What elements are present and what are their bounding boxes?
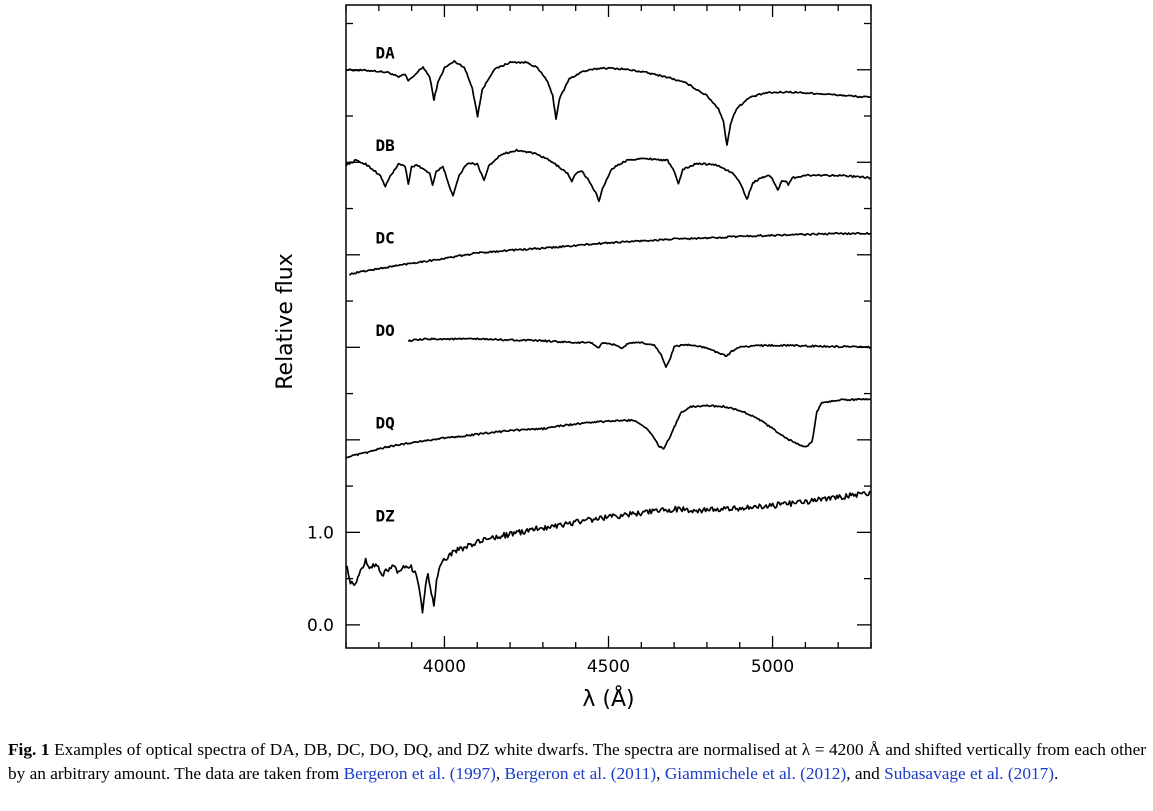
- caption-figure-label: Fig. 1: [8, 740, 50, 759]
- citation-link-bergeron-2011[interactable]: Bergeron et al. (2011): [504, 764, 657, 783]
- spectrum-line-dc: [348, 231, 872, 276]
- caption-end: .: [1054, 764, 1059, 783]
- series-label-dc: DC: [376, 229, 395, 248]
- x-axis-title: λ (Å): [582, 685, 634, 712]
- series-label-da: DA: [376, 44, 396, 63]
- spectrum-line-dq: [345, 397, 872, 459]
- y-tick-label: 1.0: [307, 523, 334, 543]
- citation-link-bergeron-1997[interactable]: Bergeron et al. (1997): [343, 764, 496, 783]
- plot-frame: [345, 4, 872, 649]
- series-label-db: DB: [376, 136, 396, 155]
- series-label-do: DO: [376, 321, 395, 340]
- figure-caption: Fig. 1 Examples of optical spectra of DA…: [8, 738, 1146, 786]
- caption-text: Examples of optical spectra of DA, DB, D…: [8, 740, 1147, 783]
- citation-link-subasavage-2017[interactable]: Subasavage et al. (2017): [884, 764, 1055, 783]
- caption-separator: ,: [656, 764, 665, 783]
- spectrum-line-da: [345, 59, 872, 146]
- x-tick-label: 5000: [751, 657, 794, 677]
- y-tick-label: 0.0: [307, 616, 334, 636]
- x-tick-label: 4500: [587, 657, 630, 677]
- spectra-figure: 4000 4500 5000 0.0 1.0 λ (Å) Relative flux DA DB…: [273, 4, 872, 712]
- citation-link-giammichele-2012[interactable]: Giammichele et al. (2012): [664, 764, 847, 783]
- spectrum-line-do: [407, 337, 872, 368]
- caption-separator: ,: [495, 764, 505, 783]
- series-label-dz: DZ: [376, 506, 396, 525]
- x-tick-label: 4000: [423, 657, 466, 677]
- plot-area: 4000 4500 5000 0.0 1.0 λ (Å) Relative flux DA DB…: [273, 4, 872, 712]
- spectrum-line-db: [345, 148, 872, 203]
- series-label-dq: DQ: [376, 414, 395, 433]
- spectrum-line-dz: [345, 490, 872, 614]
- y-axis-title: Relative flux: [273, 253, 298, 390]
- caption-separator: , and: [846, 764, 885, 783]
